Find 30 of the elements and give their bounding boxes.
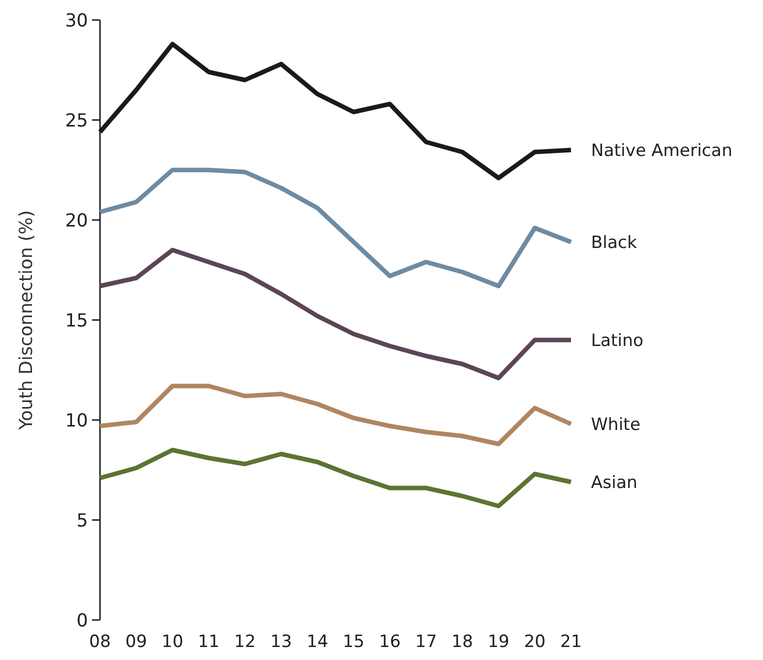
series-label: Native American [591, 140, 732, 161]
x-tick-label: 16 [379, 632, 401, 652]
series-label: White [591, 414, 640, 435]
y-tick-label: 10 [65, 410, 88, 432]
x-tick-label: 20 [524, 632, 546, 652]
x-tick-label: 15 [342, 632, 364, 652]
x-tick-label: 08 [89, 632, 111, 652]
x-tick-label: 14 [306, 632, 328, 652]
x-tick-label: 09 [125, 632, 148, 652]
x-tick-label: 10 [162, 632, 184, 652]
x-tick-label: 17 [415, 632, 437, 652]
series-label: Asian [591, 472, 638, 493]
series-label: Latino [591, 330, 644, 351]
x-tick-label: 21 [560, 632, 582, 652]
y-tick-label: 30 [65, 10, 88, 32]
y-tick-label: 5 [76, 510, 88, 532]
y-tick-label: 0 [76, 610, 88, 632]
x-tick-label: 13 [270, 632, 292, 652]
line-series [98, 168, 574, 288]
line-series [98, 448, 574, 508]
line-series [98, 384, 574, 446]
x-tick-label: 12 [234, 632, 256, 652]
y-tick-label: 15 [65, 310, 88, 332]
y-tick-label: 20 [65, 210, 88, 232]
y-tick-label: 25 [65, 110, 88, 132]
y-axis-title: Youth Disconnection (%) [16, 210, 37, 431]
x-tick-label: 19 [488, 632, 510, 652]
x-tick-label: 11 [198, 632, 220, 652]
x-tick-label: 18 [451, 632, 474, 652]
series-label: Black [591, 232, 638, 253]
